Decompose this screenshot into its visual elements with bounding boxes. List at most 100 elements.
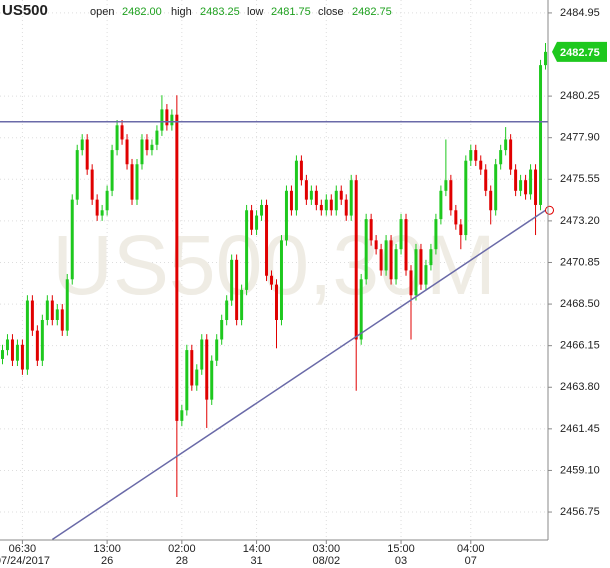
candle-body xyxy=(494,164,498,211)
y-tick-label: 2480.25 xyxy=(560,90,600,102)
candle-body xyxy=(125,139,129,165)
y-tick-label: 2475.55 xyxy=(560,173,600,185)
y-tick-label: 2473.20 xyxy=(560,215,600,227)
candle-body xyxy=(314,190,318,205)
price-tag xyxy=(552,41,607,62)
candle-body xyxy=(85,139,89,170)
candle-body xyxy=(534,169,538,205)
candle-body xyxy=(95,199,99,216)
close-value: 2482.75 xyxy=(352,6,392,18)
candle-body xyxy=(499,150,503,165)
high-label: high xyxy=(171,6,192,18)
candle-body xyxy=(35,330,39,361)
candle-body xyxy=(459,224,463,236)
candle-body xyxy=(270,275,274,285)
candle-body xyxy=(50,300,54,320)
candle-body xyxy=(40,320,44,361)
trend-line xyxy=(51,209,546,541)
candle-body xyxy=(185,350,189,411)
candle-body xyxy=(5,339,9,351)
candle-body xyxy=(175,114,179,421)
candle-body xyxy=(150,144,154,151)
candle-body xyxy=(349,180,353,216)
candle-body xyxy=(379,249,383,271)
candle-body xyxy=(539,65,543,205)
candle-body xyxy=(299,160,303,181)
y-tick-label: 2484.95 xyxy=(560,7,600,19)
open-value: 2482.00 xyxy=(122,6,162,18)
candle-body xyxy=(469,150,473,161)
candle-body xyxy=(519,180,523,191)
candle-body xyxy=(250,210,254,230)
candle-body xyxy=(334,190,338,211)
header: US500 open 2482.00 high 2483.25 low 2481… xyxy=(2,2,392,19)
candle-body xyxy=(20,344,24,370)
x-tick-label: 06:30 xyxy=(9,543,37,555)
candle-body xyxy=(110,150,114,191)
y-tick-label: 2468.50 xyxy=(560,298,600,310)
candle-body xyxy=(354,180,358,340)
candle-body xyxy=(274,284,278,320)
candle-body xyxy=(399,219,403,250)
candle-body xyxy=(265,204,269,276)
x-tick-sublabel: 08/02 xyxy=(313,555,341,567)
candle-body xyxy=(245,210,249,290)
candle-body xyxy=(170,114,174,126)
candle-body xyxy=(304,180,308,200)
candle-body xyxy=(105,190,109,211)
candle-body xyxy=(484,169,488,191)
candle-body xyxy=(444,180,448,191)
candle-body xyxy=(220,320,224,340)
candle-body xyxy=(65,279,69,331)
candle-body xyxy=(210,360,214,400)
candle-body xyxy=(260,204,264,216)
candle-body xyxy=(429,249,433,266)
x-tick-label: 02:00 xyxy=(168,543,196,555)
candle-body xyxy=(434,219,438,250)
candle-body xyxy=(419,249,423,285)
x-tick-label: 13:00 xyxy=(93,543,121,555)
x-tick-sublabel: 31 xyxy=(250,555,262,567)
candle-body xyxy=(514,169,518,191)
candle-body xyxy=(324,199,328,211)
close-label: close xyxy=(318,6,344,18)
candle-body xyxy=(140,139,144,165)
candle-body xyxy=(100,210,104,216)
x-tick-sublabel: 03 xyxy=(395,555,407,567)
candle-body xyxy=(155,130,159,145)
candle-body xyxy=(90,169,94,200)
candle-body xyxy=(339,190,343,200)
candle-body xyxy=(464,160,468,236)
candle-body xyxy=(294,160,298,211)
candle-body xyxy=(344,199,348,216)
x-tick-sublabel: 07/24/2017 xyxy=(0,555,50,567)
candle-body xyxy=(235,259,239,320)
candle-body xyxy=(284,190,288,241)
candle-body xyxy=(394,249,398,280)
y-tick-label: 2466.15 xyxy=(560,340,600,352)
candle-body xyxy=(30,300,34,331)
candle-body xyxy=(404,219,408,271)
candle-body xyxy=(319,204,323,211)
open-label: open xyxy=(90,6,114,18)
y-tick-label: 2470.85 xyxy=(560,256,600,268)
candle-body xyxy=(524,180,528,195)
y-tick-label: 2463.80 xyxy=(560,381,600,393)
candle-body xyxy=(200,339,204,370)
candle-body xyxy=(195,369,199,386)
candle-body xyxy=(115,125,119,151)
candle-body xyxy=(45,300,49,320)
candle-body xyxy=(439,190,443,220)
candle-body xyxy=(80,139,84,151)
candle-body xyxy=(279,240,283,320)
candle-body xyxy=(215,339,219,361)
candle-body xyxy=(489,190,493,211)
y-tick-label: 2461.45 xyxy=(560,423,600,435)
candle-body xyxy=(75,150,79,200)
high-value: 2483.25 xyxy=(200,6,240,18)
x-tick-label: 03:00 xyxy=(313,543,341,555)
trend-line-anchor xyxy=(545,205,555,215)
candle-body xyxy=(359,279,363,340)
